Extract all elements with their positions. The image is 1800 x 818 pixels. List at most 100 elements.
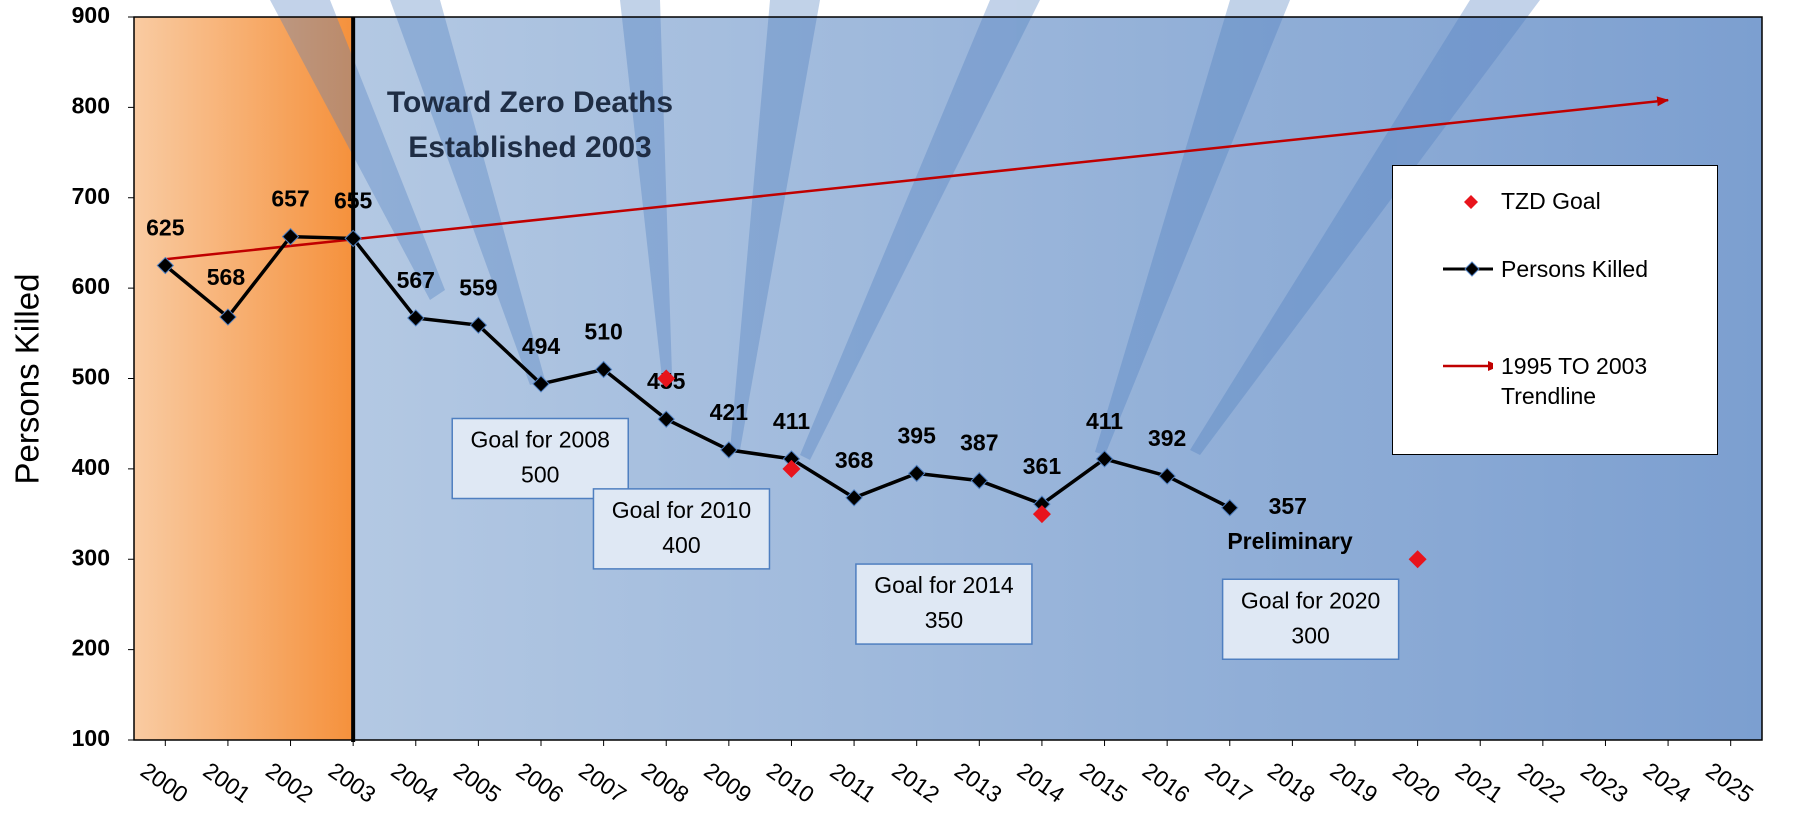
x-tick-label: 2008	[637, 757, 694, 808]
data-point	[469, 316, 488, 334]
data-label: 657	[271, 186, 309, 212]
data-label: 655	[334, 187, 373, 213]
x-tick-label: 2022	[1514, 757, 1571, 808]
data-label: 368	[835, 447, 874, 473]
goal-box-value: 400	[662, 532, 700, 558]
annotation: Established 2003	[408, 131, 651, 164]
x-tick-label: 2003	[324, 757, 381, 808]
data-label: 411	[1086, 408, 1123, 434]
x-tick-label: 2001	[199, 757, 256, 808]
data-point	[407, 309, 425, 327]
data-label: 421	[710, 399, 749, 425]
goal-box	[1221, 578, 1400, 660]
legend-label: TZD Goal	[1501, 188, 1601, 214]
x-tick-label: 2014	[1013, 757, 1070, 808]
goal-box-title: Goal for 2014	[874, 572, 1014, 598]
legend-label: 1995 TO 2003 Trendline	[1501, 353, 1648, 409]
goal-box-title: Goal for 2010	[612, 497, 751, 523]
legend-symbol	[1464, 261, 1480, 277]
pre-tzd-region	[134, 17, 354, 740]
legend-symbol	[1464, 195, 1478, 209]
x-tick-label: 2002	[261, 757, 318, 808]
y-tick-label: 300	[72, 544, 110, 570]
x-tick-label: 2023	[1576, 757, 1633, 808]
data-point	[1221, 499, 1239, 517]
annotation: Preliminary	[1227, 528, 1352, 554]
y-tick-label: 100	[72, 725, 110, 751]
goal-box	[592, 488, 771, 570]
x-tick-label: 2010	[762, 757, 819, 808]
x-tick-label: 2000	[136, 757, 193, 808]
legend-symbols	[1443, 195, 1493, 371]
x-tick-label: 2018	[1263, 757, 1320, 808]
x-tick-label: 2025	[1701, 757, 1758, 808]
data-point	[1095, 450, 1114, 468]
data-label: 395	[898, 422, 937, 448]
data-label: 559	[459, 274, 497, 300]
x-tick-label: 2013	[950, 757, 1007, 808]
data-point	[219, 308, 237, 326]
x-tick-label: 2016	[1138, 757, 1195, 808]
x-tick-label: 2017	[1200, 757, 1257, 808]
data-label: 411	[773, 408, 810, 434]
data-point	[281, 227, 300, 246]
trendline	[165, 96, 1670, 261]
y-tick-label: 700	[72, 183, 110, 209]
y-tick-label: 900	[72, 2, 110, 28]
x-tick-label: 2024	[1639, 757, 1696, 808]
x-tick-label: 2011	[825, 758, 880, 808]
series-line	[164, 234, 1231, 510]
goal-point	[782, 459, 801, 478]
x-tick-label: 2007	[574, 757, 631, 808]
data-point	[720, 441, 738, 459]
data-label: 494	[522, 333, 561, 359]
goal-box-title: Goal for 2008	[471, 427, 610, 453]
x-tick-label: 2005	[449, 757, 506, 808]
data-point	[657, 410, 675, 428]
x-tick-label: 2004	[386, 757, 443, 808]
x-tick-label: 2006	[512, 757, 569, 808]
x-tick-label: 2015	[1075, 757, 1132, 808]
data-point	[532, 375, 550, 393]
x-tick-label: 2021	[1451, 757, 1508, 808]
data-point	[1158, 467, 1176, 485]
goal-point	[657, 369, 676, 388]
goal-box-value: 300	[1291, 622, 1329, 648]
data-point	[156, 256, 175, 275]
data-label: 510	[584, 319, 622, 345]
goal-box-value: 500	[521, 462, 559, 488]
data-point	[594, 360, 613, 379]
y-tick-label: 800	[72, 92, 110, 118]
data-label: 361	[1023, 453, 1062, 479]
goal-point	[1032, 505, 1051, 524]
goal-box-value: 350	[925, 607, 963, 633]
legend: TZD Goal Persons Killed 1995 TO 2003 Tre…	[1392, 165, 1718, 455]
goal-box	[451, 417, 629, 500]
legend-label: Persons Killed	[1501, 256, 1649, 282]
data-point	[845, 489, 863, 507]
light-rays	[270, 0, 1540, 460]
y-axis-label: Persons Killed	[9, 274, 46, 485]
y-tick-label: 600	[72, 273, 110, 299]
data-label: 567	[397, 267, 435, 293]
data-label: 357	[1269, 493, 1307, 519]
goal-point	[1408, 550, 1427, 569]
goal-box	[855, 563, 1033, 645]
x-tick-label: 2020	[1388, 757, 1445, 808]
data-label: 392	[1148, 425, 1186, 451]
x-tick-label: 2009	[700, 757, 757, 808]
annotation: Toward Zero Deaths	[387, 86, 673, 119]
goal-box-title: Goal for 2020	[1241, 587, 1380, 613]
data-label: 625	[146, 215, 185, 241]
x-tick-label: 2019	[1326, 757, 1383, 808]
y-tick-label: 500	[72, 364, 110, 390]
data-point	[344, 229, 362, 248]
data-label: 387	[960, 430, 998, 456]
x-tick-label: 2012	[887, 757, 944, 808]
y-tick-label: 400	[72, 454, 110, 480]
y-tick-label: 200	[72, 635, 110, 661]
data-point	[970, 471, 989, 490]
data-point	[907, 464, 926, 483]
